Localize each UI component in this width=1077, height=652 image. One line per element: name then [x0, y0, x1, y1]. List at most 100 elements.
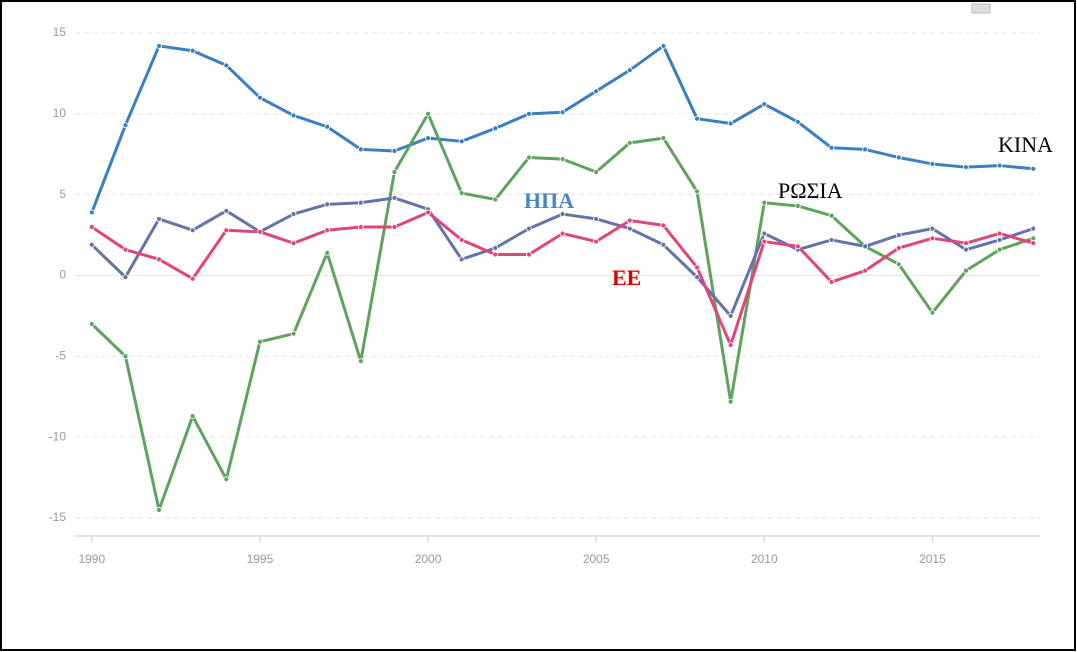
point [425, 110, 431, 117]
point [492, 245, 499, 251]
point [156, 216, 162, 222]
point [290, 240, 297, 247]
x-tick-label: 2015 [919, 552, 946, 566]
x-tick-label: 1995 [247, 552, 274, 566]
point [1030, 235, 1037, 242]
point [727, 120, 734, 127]
point [862, 243, 869, 250]
y-tick-label: -10 [49, 429, 67, 443]
point [828, 144, 835, 151]
point [963, 240, 969, 247]
point [996, 237, 1003, 243]
point [963, 246, 969, 253]
point [156, 43, 162, 49]
point [357, 199, 364, 206]
point [559, 156, 566, 163]
point [929, 235, 936, 242]
point [526, 154, 532, 161]
point [626, 140, 633, 146]
point [694, 274, 700, 281]
point [122, 122, 129, 129]
x-tick-label: 2000 [415, 552, 442, 566]
point [189, 275, 196, 282]
point [526, 225, 532, 232]
point [626, 225, 633, 232]
point [492, 251, 499, 258]
point [122, 246, 129, 253]
y-tick-label: 0 [59, 268, 66, 282]
point [324, 249, 331, 256]
annotation: ΗΠΑ [524, 188, 574, 213]
point [895, 261, 902, 268]
point [559, 109, 566, 116]
point [828, 279, 835, 285]
y-tick-label: 5 [59, 187, 66, 201]
point [593, 216, 600, 222]
point [189, 413, 196, 420]
point [223, 476, 230, 483]
point [593, 88, 600, 95]
point [189, 227, 196, 234]
point [761, 199, 768, 206]
point [727, 342, 734, 348]
point [257, 94, 263, 101]
point [593, 238, 600, 245]
annotation: ΡΩΣΙΑ [778, 178, 843, 203]
point [626, 67, 633, 74]
point [895, 154, 902, 161]
point [559, 230, 566, 237]
point [929, 309, 936, 316]
point [290, 330, 297, 337]
point [559, 211, 566, 217]
point [795, 203, 801, 209]
point [761, 230, 768, 237]
point [156, 507, 162, 513]
point [761, 101, 768, 108]
y-tick-label: 10 [53, 106, 67, 120]
point [660, 135, 667, 141]
point [828, 237, 835, 243]
point [357, 224, 364, 230]
point [526, 110, 532, 117]
point [492, 125, 499, 132]
point [862, 267, 869, 274]
y-tick-label: -5 [55, 349, 66, 363]
x-tick-label: 2005 [583, 552, 610, 566]
point [694, 264, 700, 271]
point [795, 119, 801, 125]
corner-icon [971, 3, 991, 14]
point [593, 169, 600, 175]
point [324, 123, 331, 130]
annotation: ΚΙΝΑ [998, 132, 1053, 157]
point [895, 245, 902, 251]
point [324, 201, 331, 208]
point [189, 47, 196, 54]
point [425, 135, 431, 141]
point [862, 146, 869, 153]
point [391, 194, 398, 201]
y-tick-label: 15 [53, 25, 67, 39]
point [929, 161, 936, 167]
point [88, 241, 95, 248]
point [1030, 225, 1037, 232]
point [996, 162, 1003, 169]
x-tick-label: 1990 [78, 552, 105, 566]
annotation: ΕΕ [612, 265, 641, 290]
point [1030, 240, 1037, 247]
point [1030, 165, 1037, 172]
point [257, 228, 263, 235]
point [795, 243, 801, 250]
point [290, 211, 297, 217]
point [458, 190, 465, 196]
point [996, 230, 1003, 237]
point [458, 237, 465, 243]
point [727, 398, 734, 405]
point [122, 353, 129, 360]
point [660, 241, 667, 248]
point [391, 224, 398, 230]
point [458, 138, 465, 145]
point [895, 232, 902, 238]
point [694, 188, 700, 195]
point [88, 209, 95, 216]
